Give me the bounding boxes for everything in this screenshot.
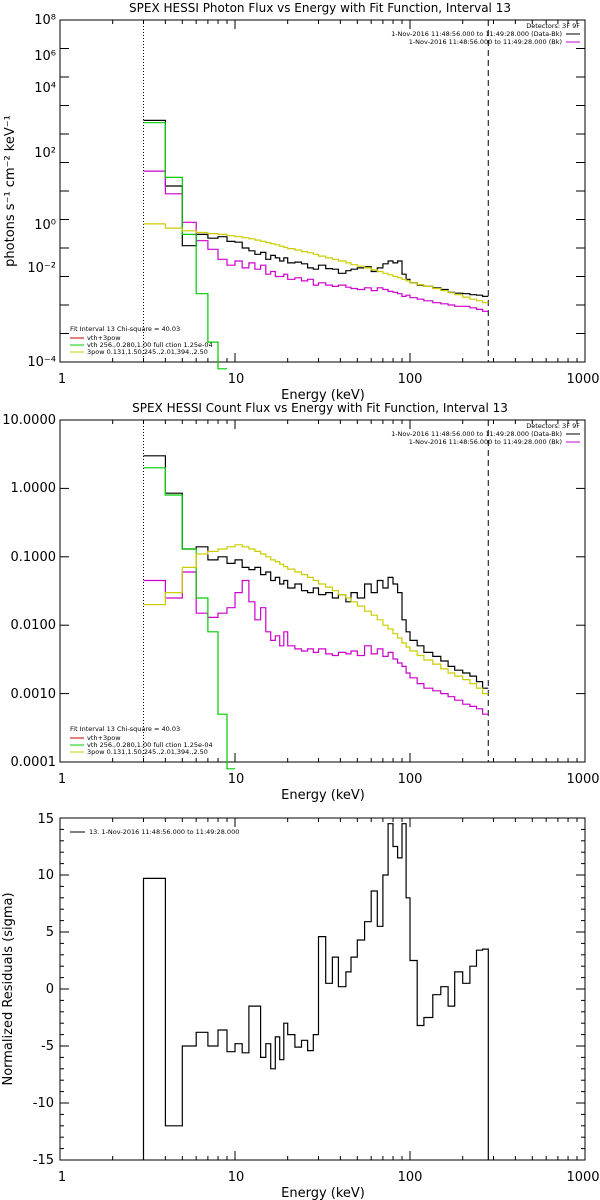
series-line-0: [143, 455, 489, 689]
x-axis-label-photon: Energy (keV): [281, 388, 365, 403]
plot-frame-count: [59, 419, 586, 763]
legend-entry: 1-Nov-2016 11:48:56.000 to 11:49:28.000 …: [409, 38, 562, 46]
x-tick-label: 1: [58, 372, 66, 387]
plot-frame-residuals: [59, 817, 586, 1161]
series-line-2: [143, 122, 227, 370]
axis-ticks-photon: [59, 19, 585, 363]
y-tick-label: 10.0000: [2, 413, 56, 428]
legend-detectors: Detectors: 3F 9F: [526, 422, 580, 430]
y-tick-label: 0.0100: [11, 618, 57, 633]
x-tick-label: 10: [228, 772, 245, 787]
series-line-2: [143, 467, 235, 770]
series-group-residuals: [142, 823, 489, 1160]
x-tick-label: 1000: [566, 372, 599, 387]
x-tick-label: 1: [58, 772, 66, 787]
fit-legend-entry: vth+3pow: [87, 334, 121, 342]
panel-residuals: 1 10 100 1000 -15 -10 -5 0 5 10 15 Energ…: [1, 812, 600, 1200]
chart-title-count: SPEX HESSI Count Flux vs Energy with Fit…: [132, 401, 508, 415]
y-tick-label: 10⁸: [34, 13, 56, 28]
y-tick-label: 10⁴: [34, 81, 56, 96]
x-tick-label: 100: [398, 772, 423, 787]
y-tick-label: 15: [37, 812, 54, 827]
x-axis-label-count: Energy (keV): [281, 788, 365, 803]
axis-ticks-count: [59, 419, 585, 763]
y-tick-label: -15: [33, 1153, 54, 1168]
y-tick-label: 0: [46, 982, 54, 997]
fit-legend-header: Fit Interval 13 Chi-square = 40.03: [70, 725, 180, 733]
legend-entry: 13. 1-Nov-2016 11:48:56.000 to 11:49:28.…: [89, 828, 239, 836]
x-tick-label: 1000: [566, 772, 599, 787]
x-tick-label: 100: [398, 1170, 423, 1185]
series-line-1: [143, 571, 489, 715]
series-group-count: [143, 455, 489, 770]
y-tick-label: 0.0010: [11, 687, 57, 702]
fit-legend-entry: 3pow 0.131,1.50,245.,2.01,394.,2.50: [87, 348, 208, 356]
y-tick-label: -10: [33, 1096, 54, 1111]
y-tick-label: 10⁻⁴: [27, 355, 56, 370]
plot-frame-photon: [59, 19, 586, 363]
fit-legend-entry: vth 256.,0.280,1.00 full ction 1.25e-04: [87, 341, 213, 349]
legend-entry: 1-Nov-2016 11:48:56.000 to 11:49:28.000 …: [391, 430, 562, 438]
series-line-3: [143, 223, 489, 304]
x-tick-label: 1000: [566, 1170, 599, 1185]
fit-legend-entry: 3pow 0.131,1.50,245.,2.01,394.,2.50: [87, 748, 208, 756]
x-tick-label: 1: [58, 1170, 66, 1185]
series-line-1: [143, 170, 489, 312]
legend-entry: 1-Nov-2016 11:48:56.000 to 11:49:28.000 …: [409, 438, 562, 446]
y-axis-label-photon: photons s⁻¹ cm⁻² keV⁻¹: [3, 115, 18, 267]
y-tick-label: 10⁻²: [27, 261, 56, 276]
y-tick-label: 10²: [34, 146, 56, 161]
y-tick-label: 1.0000: [11, 481, 57, 496]
x-axis-label-residuals: Energy (keV): [281, 1186, 365, 1200]
vlines-count: [142, 420, 489, 762]
y-axis-label-residuals: Normalized Residuals (sigma): [1, 892, 16, 1085]
x-tick-label: 10: [228, 372, 245, 387]
y-tick-label: 0.0001: [11, 755, 57, 770]
series-line-0: [142, 823, 489, 1160]
x-tick-label: 10: [228, 1170, 245, 1185]
panel-count-flux: SPEX HESSI Count Flux vs Energy with Fit…: [2, 401, 599, 803]
series-group-photon: [143, 119, 489, 370]
fit-legend-header: Fit Interval 13 Chi-square = 40.03: [70, 325, 180, 333]
y-tick-label: 10⁶: [34, 49, 56, 64]
y-tick-label: 10: [37, 868, 54, 883]
y-tick-label: 5: [46, 925, 54, 940]
x-tick-label: 100: [398, 372, 423, 387]
y-tick-label: 0.1000: [11, 550, 57, 565]
panel-photon-flux: SPEX HESSI Photon Flux vs Energy with Fi…: [3, 1, 600, 403]
chart-title-photon: SPEX HESSI Photon Flux vs Energy with Fi…: [129, 1, 511, 15]
axis-ticks-residuals: [59, 817, 585, 1161]
legend-entry: 1-Nov-2016 11:48:56.000 to 11:49:28.000 …: [391, 30, 562, 38]
y-tick-label: 10⁰: [34, 218, 56, 233]
series-line-3: [143, 544, 489, 695]
series-line-0: [143, 119, 489, 297]
fit-legend-entry: vth+3pow: [87, 734, 121, 742]
legend-detectors: Detectors: 3F 9F: [526, 22, 580, 30]
fit-legend-entry: vth 256.,0.280,1.00 full ction 1.25e-04: [87, 741, 213, 749]
vlines-photon: [142, 20, 489, 362]
y-tick-label: -5: [41, 1039, 54, 1054]
